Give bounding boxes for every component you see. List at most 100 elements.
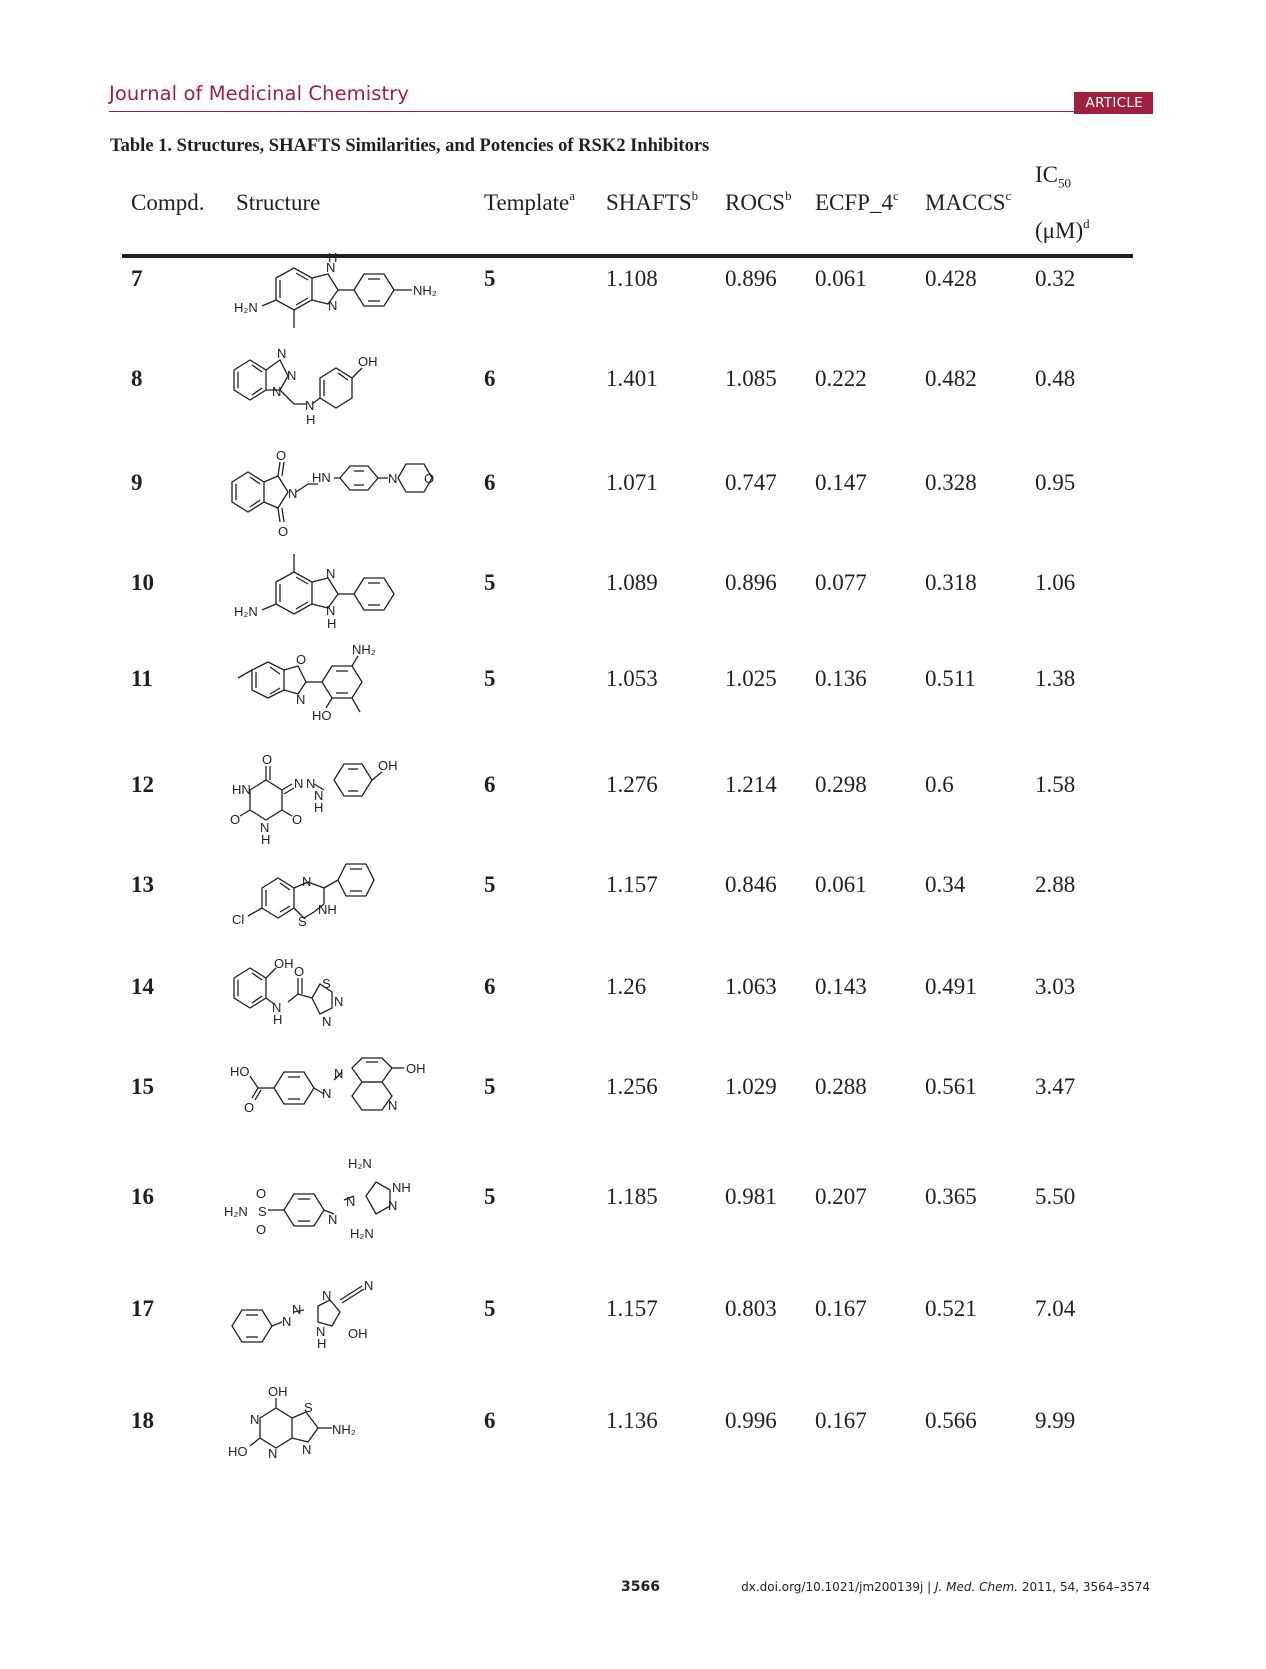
cell-ic50: 0.32 [1035,266,1076,291]
svg-text:N: N [364,1278,373,1293]
svg-text:HN: HN [312,470,331,485]
svg-text:N: N [287,368,296,383]
cell-maccs: 0.318 [925,570,977,595]
cell-shafts: 1.136 [606,1408,658,1433]
svg-text:S: S [258,1204,267,1219]
svg-text:N: N [302,1442,311,1457]
col-ecfp: ECFP_4c [815,188,899,215]
cell-rocs: 1.029 [725,1074,777,1099]
cell-shafts: 1.26 [606,974,647,999]
cell-shafts: 1.089 [606,570,658,595]
svg-text:H₂N: H₂N [350,1226,374,1241]
svg-text:OH: OH [358,354,378,369]
svg-text:OH: OH [406,1061,426,1076]
svg-text:H: H [273,1012,282,1027]
svg-text:N: N [282,1314,291,1329]
svg-text:N: N [268,1446,277,1461]
cell-ic50: 7.04 [1035,1296,1076,1321]
svg-text:N: N [272,384,281,399]
table-caption: Table 1. Structures, SHAFTS Similarities… [110,136,710,156]
svg-text:H: H [314,800,323,815]
svg-text:O: O [296,652,306,667]
svg-text:N: N [334,1066,343,1081]
cell-compd: 16 [131,1184,154,1209]
structure-9: O O N HN N O [228,448,468,547]
cell-rocs: 0.846 [725,872,777,897]
cell-ic50: 9.99 [1035,1408,1076,1433]
svg-text:H: H [327,616,336,631]
cell-template: 6 [484,470,496,495]
cell-compd: 11 [131,666,153,691]
cell-ecfp: 0.061 [815,266,867,291]
cell-compd: 14 [131,974,154,999]
svg-text:N: N [388,1098,397,1113]
cell-shafts: 1.401 [606,366,658,391]
svg-text:N: N [346,1194,355,1209]
cell-shafts: 1.071 [606,470,658,495]
cell-maccs: 0.511 [925,666,976,691]
col-maccs: MACCSc [925,188,1012,215]
svg-text:N: N [328,298,337,313]
svg-text:N: N [277,346,286,361]
svg-text:OH: OH [268,1384,288,1399]
structure-8: N N N OH N H [228,346,468,445]
cell-compd: 17 [131,1296,154,1321]
cell-compd: 15 [131,1074,154,1099]
svg-text:HO: HO [228,1444,248,1459]
cell-maccs: 0.491 [925,974,977,999]
svg-text:H: H [328,250,337,265]
col-compd: Compd. [131,190,205,215]
svg-text:S: S [322,976,331,991]
svg-text:N: N [328,1212,337,1227]
cell-rocs: 0.896 [725,266,777,291]
col-shafts: SHAFTSb [606,188,699,215]
svg-text:N: N [306,776,315,791]
cell-template: 5 [484,1074,496,1099]
svg-text:H: H [306,412,315,427]
doi-citation[interactable]: dx.doi.org/10.1021/jm200139j | J. Med. C… [741,1580,1150,1594]
svg-text:HO: HO [230,1064,250,1079]
cell-ic50: 2.88 [1035,872,1076,897]
cell-ecfp: 0.167 [815,1408,867,1433]
cell-ic50: 3.47 [1035,1074,1076,1099]
svg-text:OH: OH [348,1326,368,1341]
cell-rocs: 1.063 [725,974,777,999]
svg-text:N: N [302,874,311,889]
cell-shafts: 1.053 [606,666,658,691]
cell-compd: 12 [131,772,154,797]
col-ic50: IC50 [1035,162,1071,191]
svg-text:O: O [230,812,240,827]
svg-text:H₂N: H₂N [224,1204,248,1219]
svg-text:O: O [278,524,288,539]
svg-text:N: N [294,776,303,791]
svg-text:OH: OH [274,956,294,971]
struct-label: N [326,260,335,275]
svg-text:Cl: Cl [232,912,244,927]
cell-template: 5 [484,570,496,595]
page-number: 3566 [621,1579,660,1595]
cell-maccs: 0.521 [925,1296,977,1321]
cell-compd: 18 [131,1408,154,1433]
cell-maccs: 0.566 [925,1408,977,1433]
cell-ecfp: 0.077 [815,570,867,595]
svg-text:H₂N: H₂N [234,604,258,619]
journal-name[interactable]: Journal of Medicinal Chemistry [109,82,410,105]
cell-ic50: 1.38 [1035,666,1076,691]
cell-maccs: 0.365 [925,1184,977,1209]
cell-rocs: 0.896 [725,570,777,595]
svg-text:N: N [296,692,305,707]
svg-text:O: O [424,471,434,486]
cell-template: 5 [484,266,496,291]
cell-template: 5 [484,666,496,691]
svg-text:O: O [256,1186,266,1201]
svg-text:O: O [262,752,272,767]
cell-maccs: 0.6 [925,772,954,797]
cell-shafts: 1.256 [606,1074,658,1099]
cell-ecfp: 0.207 [815,1184,867,1209]
svg-text:O: O [256,1222,266,1237]
col-rocs: ROCSb [725,188,792,215]
svg-text:O: O [276,448,286,463]
svg-text:HO: HO [312,708,332,723]
svg-text:NH₂: NH₂ [413,283,437,298]
cell-rocs: 0.981 [725,1184,777,1209]
